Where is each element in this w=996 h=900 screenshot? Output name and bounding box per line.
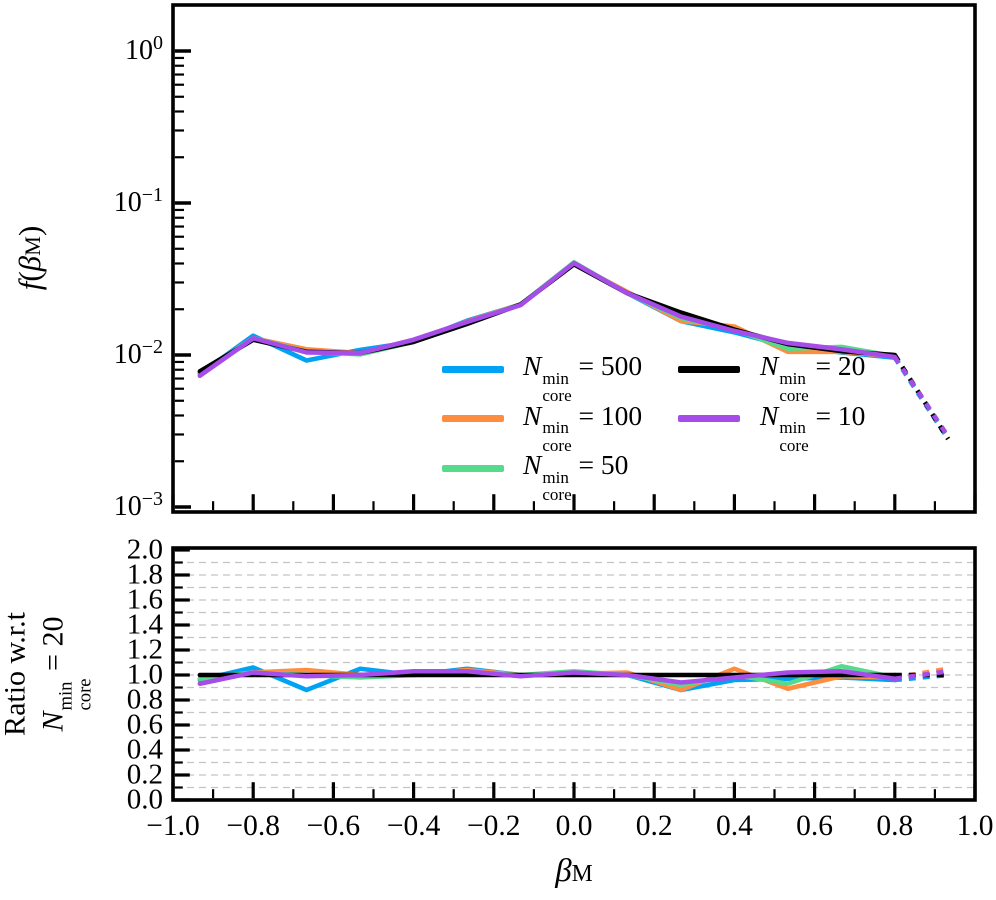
xtick-label: −1.0 bbox=[146, 810, 200, 842]
xtick-label: 0.6 bbox=[796, 810, 834, 842]
ytick-label-bottom: 1.2 bbox=[126, 633, 163, 666]
series-dashed-bottom-4 bbox=[894, 668, 949, 682]
top-panel-frame bbox=[171, 3, 977, 514]
x-axis-label: βM bbox=[555, 853, 593, 889]
ytick-label-bottom: 2.0 bbox=[126, 533, 163, 566]
ytick-label-bottom: 0.4 bbox=[126, 733, 163, 766]
top-panel-ylabel: f(βM) bbox=[12, 225, 47, 291]
ytick-label-bottom: 0.0 bbox=[126, 783, 163, 816]
ytick-label-top: 10−3 bbox=[113, 488, 163, 522]
ytick-label-bottom: 1.0 bbox=[126, 658, 163, 691]
ratio-ylabel-line1: Ratio w.r.t bbox=[0, 612, 32, 736]
ytick-label-bottom: 1.6 bbox=[126, 583, 163, 616]
xtick-label: −0.4 bbox=[386, 810, 441, 842]
xtick-label: 1.0 bbox=[956, 810, 994, 842]
ytick-label-bottom: 1.4 bbox=[126, 608, 163, 641]
legend-swatch-ncore-10 bbox=[678, 415, 740, 422]
xtick-label: 0.8 bbox=[876, 810, 914, 842]
ytick-label-top: 10−1 bbox=[113, 184, 163, 218]
series-line-top-4 bbox=[197, 260, 898, 379]
legend-swatch-ncore-100 bbox=[442, 415, 504, 422]
bottom-panel-frame bbox=[171, 546, 977, 802]
ytick-label-bottom: 0.2 bbox=[126, 758, 163, 791]
legend-swatch-ncore-500 bbox=[442, 365, 504, 373]
xtick-label: −0.6 bbox=[306, 810, 361, 842]
xtick-label: 0.0 bbox=[555, 810, 593, 842]
ytick-label-top: 10−2 bbox=[113, 336, 163, 370]
ytick-label-bottom: 0.6 bbox=[126, 708, 163, 741]
legend-swatch-ncore-20 bbox=[678, 365, 740, 373]
series-line-bottom-4 bbox=[197, 668, 898, 687]
ytick-label-top: 100 bbox=[125, 32, 163, 66]
legend-swatch-ncore-50 bbox=[442, 464, 504, 472]
xtick-label: −0.2 bbox=[467, 810, 521, 842]
ytick-label-bottom: 0.8 bbox=[126, 683, 163, 716]
xtick-label: 0.2 bbox=[635, 810, 673, 842]
xtick-label: −0.8 bbox=[226, 810, 280, 842]
xtick-label: 0.4 bbox=[715, 810, 753, 842]
series-dashed-top-4 bbox=[892, 355, 951, 438]
ytick-label-bottom: 1.8 bbox=[126, 558, 163, 591]
